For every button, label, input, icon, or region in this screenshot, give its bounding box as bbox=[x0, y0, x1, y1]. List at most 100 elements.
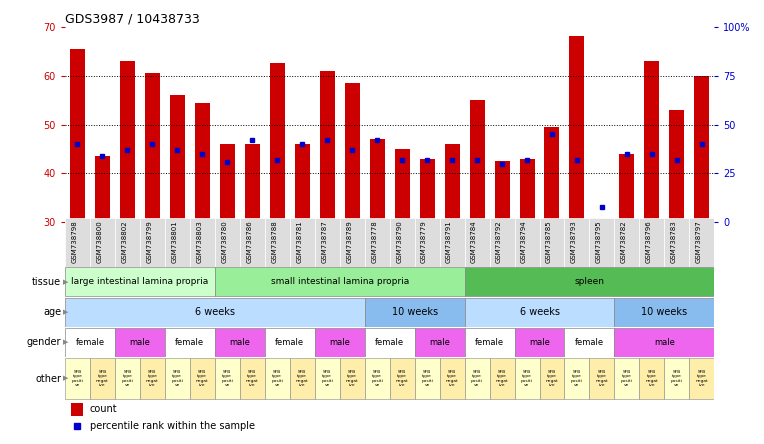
Text: GSM738793: GSM738793 bbox=[571, 221, 577, 263]
Text: male: male bbox=[429, 338, 450, 347]
Bar bbox=[120, 61, 135, 222]
Text: male: male bbox=[529, 338, 550, 347]
Bar bbox=[370, 139, 384, 222]
FancyBboxPatch shape bbox=[415, 358, 439, 399]
FancyBboxPatch shape bbox=[639, 218, 665, 267]
Text: GSM738796: GSM738796 bbox=[646, 221, 652, 263]
Bar bbox=[419, 159, 435, 222]
Bar bbox=[244, 144, 260, 222]
Text: ▶: ▶ bbox=[63, 376, 69, 381]
Text: SFB
type
negat
ive: SFB type negat ive bbox=[545, 370, 558, 387]
Text: GSM738778: GSM738778 bbox=[371, 221, 377, 263]
Text: GSM738790: GSM738790 bbox=[396, 221, 402, 263]
FancyBboxPatch shape bbox=[614, 297, 714, 327]
Text: GSM738797: GSM738797 bbox=[696, 221, 702, 263]
Bar bbox=[195, 103, 210, 222]
FancyBboxPatch shape bbox=[115, 328, 165, 357]
FancyBboxPatch shape bbox=[240, 218, 265, 267]
FancyBboxPatch shape bbox=[315, 358, 340, 399]
Text: GSM738800: GSM738800 bbox=[96, 221, 102, 263]
FancyBboxPatch shape bbox=[90, 218, 115, 267]
FancyBboxPatch shape bbox=[189, 218, 215, 267]
Text: SFB
type
positi
ve: SFB type positi ve bbox=[171, 370, 183, 387]
Bar bbox=[694, 75, 709, 222]
FancyBboxPatch shape bbox=[364, 218, 390, 267]
FancyBboxPatch shape bbox=[465, 218, 490, 267]
FancyBboxPatch shape bbox=[265, 358, 290, 399]
Text: SFB
type
positi
ve: SFB type positi ve bbox=[72, 370, 83, 387]
Bar bbox=[319, 71, 335, 222]
Text: age: age bbox=[43, 307, 61, 317]
Text: gender: gender bbox=[27, 337, 61, 347]
Bar bbox=[594, 222, 610, 247]
Text: SFB
type
negat
ive: SFB type negat ive bbox=[96, 370, 108, 387]
Text: GSM738792: GSM738792 bbox=[496, 221, 502, 263]
FancyBboxPatch shape bbox=[315, 218, 340, 267]
FancyBboxPatch shape bbox=[465, 328, 514, 357]
Text: SFB
type
negat
ive: SFB type negat ive bbox=[646, 370, 659, 387]
Text: SFB
type
positi
ve: SFB type positi ve bbox=[371, 370, 383, 387]
Text: GDS3987 / 10438733: GDS3987 / 10438733 bbox=[65, 12, 199, 25]
Text: GSM738788: GSM738788 bbox=[271, 221, 277, 263]
FancyBboxPatch shape bbox=[364, 358, 390, 399]
FancyBboxPatch shape bbox=[115, 218, 140, 267]
Text: male: male bbox=[129, 338, 151, 347]
FancyBboxPatch shape bbox=[415, 328, 465, 357]
Text: female: female bbox=[76, 338, 105, 347]
FancyBboxPatch shape bbox=[614, 358, 639, 399]
Text: female: female bbox=[475, 338, 504, 347]
FancyBboxPatch shape bbox=[65, 297, 364, 327]
FancyBboxPatch shape bbox=[639, 358, 665, 399]
Text: GSM738803: GSM738803 bbox=[196, 221, 202, 263]
Text: 10 weeks: 10 weeks bbox=[392, 307, 438, 317]
Bar bbox=[72, 403, 83, 416]
Text: GSM738791: GSM738791 bbox=[446, 221, 452, 263]
Text: GSM738787: GSM738787 bbox=[321, 221, 327, 263]
Text: SFB
type
positi
ve: SFB type positi ve bbox=[421, 370, 433, 387]
Text: large intestinal lamina propria: large intestinal lamina propria bbox=[71, 278, 209, 286]
FancyBboxPatch shape bbox=[90, 358, 115, 399]
Text: GSM738779: GSM738779 bbox=[421, 221, 427, 263]
Bar bbox=[70, 49, 85, 222]
FancyBboxPatch shape bbox=[565, 328, 614, 357]
FancyBboxPatch shape bbox=[165, 358, 189, 399]
FancyBboxPatch shape bbox=[290, 358, 315, 399]
FancyBboxPatch shape bbox=[140, 358, 165, 399]
FancyBboxPatch shape bbox=[514, 358, 539, 399]
FancyBboxPatch shape bbox=[290, 218, 315, 267]
FancyBboxPatch shape bbox=[265, 218, 290, 267]
FancyBboxPatch shape bbox=[490, 358, 514, 399]
FancyBboxPatch shape bbox=[665, 358, 689, 399]
Text: GSM738785: GSM738785 bbox=[546, 221, 552, 263]
Text: SFB
type
positi
ve: SFB type positi ve bbox=[571, 370, 583, 387]
FancyBboxPatch shape bbox=[215, 328, 265, 357]
Text: GSM738780: GSM738780 bbox=[222, 221, 228, 263]
FancyBboxPatch shape bbox=[364, 328, 415, 357]
FancyBboxPatch shape bbox=[189, 358, 215, 399]
Text: GSM738801: GSM738801 bbox=[171, 221, 177, 263]
FancyBboxPatch shape bbox=[315, 328, 364, 357]
FancyBboxPatch shape bbox=[65, 358, 90, 399]
Text: GSM738789: GSM738789 bbox=[346, 221, 352, 263]
Text: SFB
type
negat
ive: SFB type negat ive bbox=[196, 370, 209, 387]
FancyBboxPatch shape bbox=[115, 358, 140, 399]
Text: SFB
type
negat
ive: SFB type negat ive bbox=[445, 370, 458, 387]
Text: SFB
type
negat
ive: SFB type negat ive bbox=[296, 370, 309, 387]
Text: tissue: tissue bbox=[32, 277, 61, 287]
Text: 6 weeks: 6 weeks bbox=[520, 307, 559, 317]
FancyBboxPatch shape bbox=[240, 358, 265, 399]
Text: male: male bbox=[229, 338, 251, 347]
FancyBboxPatch shape bbox=[390, 358, 415, 399]
Text: male: male bbox=[329, 338, 350, 347]
FancyBboxPatch shape bbox=[689, 218, 714, 267]
FancyBboxPatch shape bbox=[465, 358, 490, 399]
Text: SFB
type
negat
ive: SFB type negat ive bbox=[146, 370, 159, 387]
Bar bbox=[395, 149, 410, 222]
FancyBboxPatch shape bbox=[340, 358, 364, 399]
Bar bbox=[445, 144, 460, 222]
FancyBboxPatch shape bbox=[590, 218, 614, 267]
Text: GSM738783: GSM738783 bbox=[671, 221, 677, 263]
Bar bbox=[569, 36, 584, 222]
FancyBboxPatch shape bbox=[215, 358, 240, 399]
Bar bbox=[345, 83, 360, 222]
